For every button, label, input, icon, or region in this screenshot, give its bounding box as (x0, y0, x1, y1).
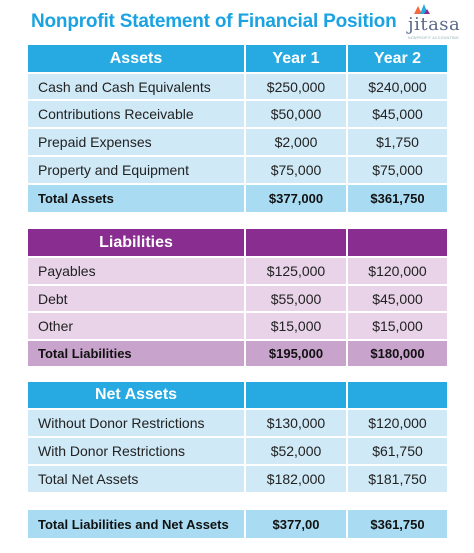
year1-value: $2,000 (246, 129, 346, 155)
year2-value: $361,750 (348, 185, 447, 212)
total-liabilities-row: Total Liabilities $195,000 $180,000 (28, 341, 447, 366)
net-assets-header-row: Net Assets (28, 382, 447, 408)
year2-value: $75,000 (348, 157, 447, 183)
year2-value: $181,750 (348, 466, 447, 492)
table-row: Prepaid Expenses $2,000 $1,750 (28, 129, 447, 155)
year1-value: $75,000 (246, 157, 346, 183)
row-label: Total Liabilities and Net Assets (28, 510, 244, 538)
year1-value: $250,000 (246, 74, 346, 99)
assets-header-label: Assets (28, 45, 244, 72)
table-row: Payables $125,000 $120,000 (28, 258, 447, 284)
year2-value: $361,750 (348, 510, 447, 538)
row-label: Payables (28, 258, 244, 284)
page-title: Nonprofit Statement of Financial Positio… (31, 11, 397, 32)
year2-value: $45,000 (348, 286, 447, 311)
year2-header: Year 2 (348, 45, 447, 72)
year1-value: $377,00 (246, 510, 346, 538)
table-row: Contributions Receivable $50,000 $45,000 (28, 101, 447, 127)
table-row: Other $15,000 $15,000 (28, 313, 447, 339)
year2-value: $240,000 (348, 74, 447, 99)
year2-value: $1,750 (348, 129, 447, 155)
row-label: Without Donor Restrictions (28, 410, 244, 436)
year2-value: $180,000 (348, 341, 447, 366)
row-label: Total Liabilities (28, 341, 244, 366)
year2-header (348, 382, 447, 408)
year1-header (246, 229, 346, 256)
row-label: Property and Equipment (28, 157, 244, 183)
logo-tagline: NONPROFIT ACCOUNTING (408, 36, 459, 40)
row-label: Contributions Receivable (28, 101, 244, 127)
year1-value: $125,000 (246, 258, 346, 284)
year2-value: $45,000 (348, 101, 447, 127)
row-label: Other (28, 313, 244, 339)
year1-value: $50,000 (246, 101, 346, 127)
jitasa-logo: jitasa NONPROFIT ACCOUNTING (398, 0, 464, 44)
row-label: Total Assets (28, 185, 244, 212)
year1-value: $182,000 (246, 466, 346, 492)
logo-mark-icon (414, 4, 430, 14)
net-assets-header-label: Net Assets (28, 382, 244, 408)
table-row: Without Donor Restrictions $130,000 $120… (28, 410, 447, 436)
table-row: Debt $55,000 $45,000 (28, 286, 447, 311)
year1-value: $55,000 (246, 286, 346, 311)
year2-value: $120,000 (348, 258, 447, 284)
row-label: Total Net Assets (28, 466, 244, 492)
year2-value: $15,000 (348, 313, 447, 339)
logo-wordmark: jitasa (408, 14, 461, 35)
year1-value: $130,000 (246, 410, 346, 436)
year1-header: Year 1 (246, 45, 346, 72)
year2-value: $61,750 (348, 438, 447, 464)
financial-statement-table: Assets Year 1 Year 2 Cash and Cash Equiv… (28, 43, 447, 541)
row-label: Prepaid Expenses (28, 129, 244, 155)
table-row: Property and Equipment $75,000 $75,000 (28, 157, 447, 183)
assets-header-row: Assets Year 1 Year 2 (28, 45, 447, 72)
year1-value: $15,000 (246, 313, 346, 339)
grand-total-row: Total Liabilities and Net Assets $377,00… (28, 510, 447, 538)
year1-header (246, 382, 346, 408)
row-label: With Donor Restrictions (28, 438, 244, 464)
page-header: Nonprofit Statement of Financial Positio… (0, 0, 474, 44)
year1-value: $377,000 (246, 185, 346, 212)
table-row: Total Net Assets $182,000 $181,750 (28, 466, 447, 492)
liabilities-header-row: Liabilities (28, 229, 447, 256)
year2-value: $120,000 (348, 410, 447, 436)
year2-header (348, 229, 447, 256)
table-row: With Donor Restrictions $52,000 $61,750 (28, 438, 447, 464)
year1-value: $52,000 (246, 438, 346, 464)
row-label: Cash and Cash Equivalents (28, 74, 244, 99)
row-label: Debt (28, 286, 244, 311)
table-row: Cash and Cash Equivalents $250,000 $240,… (28, 74, 447, 99)
liabilities-header-label: Liabilities (28, 229, 244, 256)
total-assets-row: Total Assets $377,000 $361,750 (28, 185, 447, 212)
year1-value: $195,000 (246, 341, 346, 366)
